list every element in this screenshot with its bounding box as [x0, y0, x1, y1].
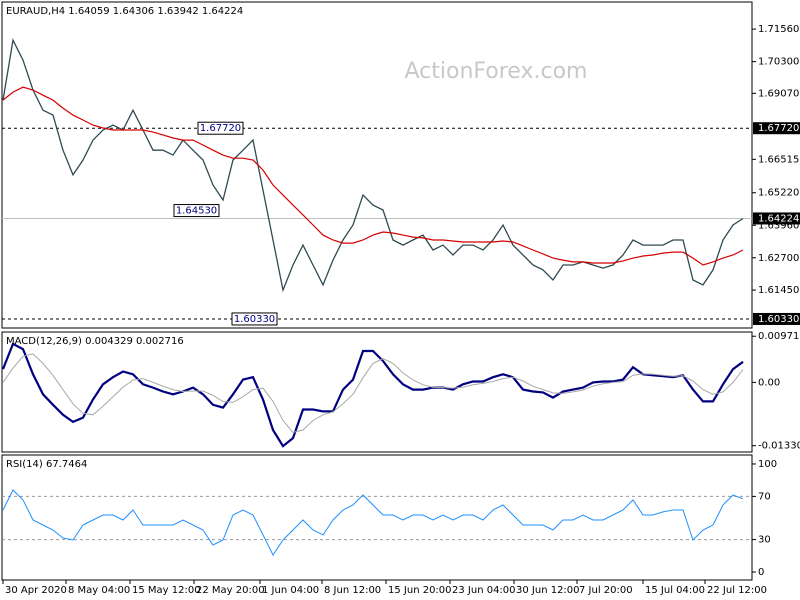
price-level-label: 1.60330	[758, 314, 799, 325]
y-tick-label: 30	[758, 535, 771, 546]
y-tick-label: 1.69070	[758, 88, 799, 99]
series-line	[2, 489, 744, 556]
x-tick-label: 7 Jul 20:00	[579, 585, 633, 596]
y-tick-label: 1.66515	[758, 154, 799, 165]
panel-frame	[1, 454, 753, 581]
price-level-tag	[753, 212, 800, 225]
panel-title: RSI(14) 67.7464	[6, 459, 87, 470]
x-tick-label: 15 Jul 04:00	[645, 585, 705, 596]
annotation-box	[173, 204, 220, 218]
panel-title: EURAUD,H4 1.64059 1.64306 1.63942 1.6422…	[6, 6, 243, 17]
watermark: ActionForex.com	[405, 59, 588, 84]
price-level-tag	[753, 312, 800, 325]
annotation-label: 1.60330	[234, 314, 275, 325]
series-line	[2, 353, 744, 433]
annotation-label: 1.67720	[200, 123, 241, 134]
x-tick-label: 23 Jun 04:00	[452, 585, 516, 596]
y-tick-label: -0.013302	[758, 441, 800, 452]
price-level-label: 1.64224	[758, 213, 799, 224]
annotation-label: 1.64530	[176, 206, 217, 217]
series-line	[1, 342, 744, 448]
panel-title: MACD(12,26,9) 0.004329 0.002716	[6, 336, 184, 347]
x-tick-label: 30 Apr 2020	[5, 585, 67, 596]
series-line	[2, 86, 744, 266]
y-tick-label: 1.65220	[758, 188, 799, 199]
y-tick-label: 70	[758, 491, 771, 502]
price-level-tag	[753, 122, 800, 135]
y-tick-label: 1.71560	[758, 24, 799, 35]
y-tick-label: 1.61450	[758, 285, 799, 296]
panel-frame	[1, 331, 753, 453]
x-tick-label: 8 Jun 12:00	[324, 585, 381, 596]
x-tick-label: 22 Jul 12:00	[707, 585, 767, 596]
y-tick-label: 1.63960	[758, 220, 799, 231]
y-tick-label: 0	[758, 567, 764, 578]
price-level-label: 1.67720	[758, 123, 799, 134]
x-tick-label: 15 Jun 20:00	[388, 585, 452, 596]
x-tick-label: 30 Jun 12:00	[516, 585, 580, 596]
y-tick-label: 100	[758, 459, 777, 470]
y-tick-label: 0.00	[758, 377, 780, 388]
series-line	[2, 38, 744, 293]
panel-frame	[1, 1, 753, 329]
y-tick-label: 1.70300	[758, 57, 799, 68]
x-tick-label: 22 May 20:00	[196, 585, 265, 596]
annotation-box	[197, 121, 244, 135]
x-tick-label: 1 Jun 04:00	[262, 585, 319, 596]
x-tick-label: 15 May 12:00	[132, 585, 201, 596]
x-tick-label: 8 May 04:00	[68, 585, 130, 596]
y-tick-label: 1.62700	[758, 253, 799, 264]
annotation-box	[231, 312, 278, 326]
y-tick-label: 0.009713	[758, 331, 800, 342]
